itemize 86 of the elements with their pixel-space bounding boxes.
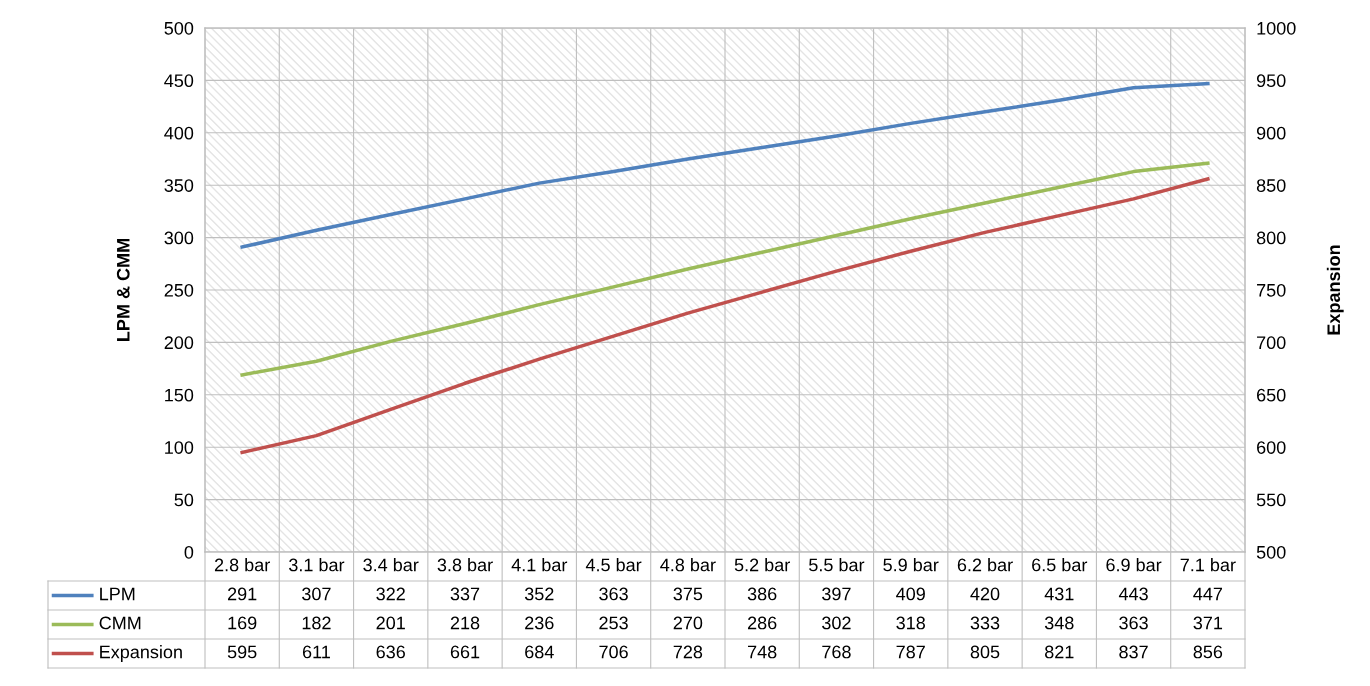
x-tick-label: 7.1 bar [1180, 558, 1236, 572]
x-tick-label: 2.8 bar [214, 558, 270, 572]
y-tick-label: 200 [164, 336, 194, 350]
data-label: 322 [376, 587, 405, 601]
data-label: 371 [1193, 616, 1223, 630]
data-label: 270 [673, 616, 703, 630]
y-tick-label: 450 [164, 74, 194, 88]
y2-axis-title: Expansion [1326, 245, 1344, 335]
data-label: 787 [896, 645, 925, 659]
y2-tick-label: 650 [1257, 388, 1286, 402]
x-tick-label: 3.4 bar [363, 558, 419, 572]
data-label: 363 [1119, 616, 1148, 630]
data-label: 302 [822, 616, 851, 630]
y-tick-label: 250 [164, 283, 194, 297]
legend-label: LPM [100, 587, 135, 601]
data-label: 661 [450, 645, 480, 659]
data-label: 447 [1193, 587, 1223, 601]
data-label: 856 [1193, 645, 1223, 659]
data-label: 363 [599, 587, 628, 601]
y2-tick-label: 1000 [1257, 21, 1296, 35]
data-label: 253 [599, 616, 628, 630]
y2-tick-label: 600 [1257, 441, 1286, 454]
data-label: 611 [302, 645, 330, 659]
y-tick-label: 300 [164, 231, 194, 245]
data-label: 409 [896, 587, 925, 601]
data-label: 837 [1119, 645, 1148, 659]
line-series [240, 177, 1210, 455]
data-label: 805 [970, 645, 1000, 659]
line-series [240, 161, 1210, 377]
y-tick-label: 500 [164, 21, 194, 35]
data-label: 821 [1045, 645, 1074, 659]
y2-tick-label: 800 [1256, 231, 1286, 245]
data-label: 768 [822, 645, 851, 659]
x-tick-label: 3.8 bar [437, 558, 493, 572]
x-tick-label: 5.5 bar [809, 558, 865, 572]
data-label: 706 [599, 645, 628, 659]
data-label: 333 [970, 616, 1000, 630]
data-label: 728 [673, 645, 703, 659]
data-label: 684 [525, 645, 554, 659]
data-label: 337 [450, 587, 480, 601]
data-label: 397 [822, 587, 851, 601]
y-tick-label: 350 [164, 179, 194, 192]
y2-tick-label: 550 [1256, 493, 1286, 507]
x-tick-label: 4.1 bar [511, 558, 568, 572]
x-tick-label: 4.8 bar [660, 558, 716, 572]
x-tick-label: 4.5 bar [585, 558, 642, 572]
y-tick-label: 150 [165, 388, 194, 402]
data-label: 443 [1118, 587, 1148, 601]
data-label: 386 [747, 587, 777, 601]
y-tick-label: 100 [165, 441, 194, 454]
y2-tick-label: 750 [1257, 283, 1286, 297]
y-tick-label: 400 [164, 126, 194, 140]
data-label: 431 [1044, 587, 1074, 601]
y-axis-title: LPM & CMM [116, 239, 130, 341]
y2-tick-label: 850 [1256, 179, 1286, 192]
y2-tick-label: 500 [1256, 545, 1286, 559]
data-label: 636 [376, 645, 405, 659]
data-label: 318 [896, 616, 925, 630]
data-label: 218 [450, 616, 480, 630]
data-label: 595 [227, 645, 257, 659]
y-tick-label: 50 [174, 493, 194, 507]
data-label: 286 [747, 616, 777, 630]
y2-tick-label: 700 [1257, 336, 1286, 350]
data-label: 375 [673, 587, 703, 601]
line-series [240, 81, 1210, 249]
y2-tick-label: 950 [1256, 74, 1286, 88]
data-label: 748 [748, 645, 777, 659]
data-label: 352 [524, 587, 554, 601]
data-label: 291 [227, 587, 257, 601]
legend-label: CMM [99, 616, 141, 630]
data-label: 307 [302, 587, 331, 601]
data-label: 236 [525, 616, 554, 630]
x-tick-label: 5.9 bar [883, 558, 939, 572]
x-tick-label: 5.2 bar [734, 558, 790, 572]
x-tick-label: 6.9 bar [1106, 558, 1162, 572]
y2-tick-label: 900 [1256, 126, 1286, 140]
legend-label: Expansion [100, 645, 182, 662]
x-tick-label: 3.1 bar [289, 558, 345, 572]
data-label: 420 [970, 587, 1000, 601]
data-label: 182 [302, 616, 331, 630]
data-label: 169 [228, 616, 257, 630]
x-tick-label: 6.5 bar [1032, 558, 1088, 572]
data-label: 201 [376, 616, 405, 630]
y-tick-label: 0 [184, 545, 194, 559]
x-tick-label: 6.2 bar [957, 558, 1013, 572]
data-label: 348 [1044, 616, 1074, 630]
